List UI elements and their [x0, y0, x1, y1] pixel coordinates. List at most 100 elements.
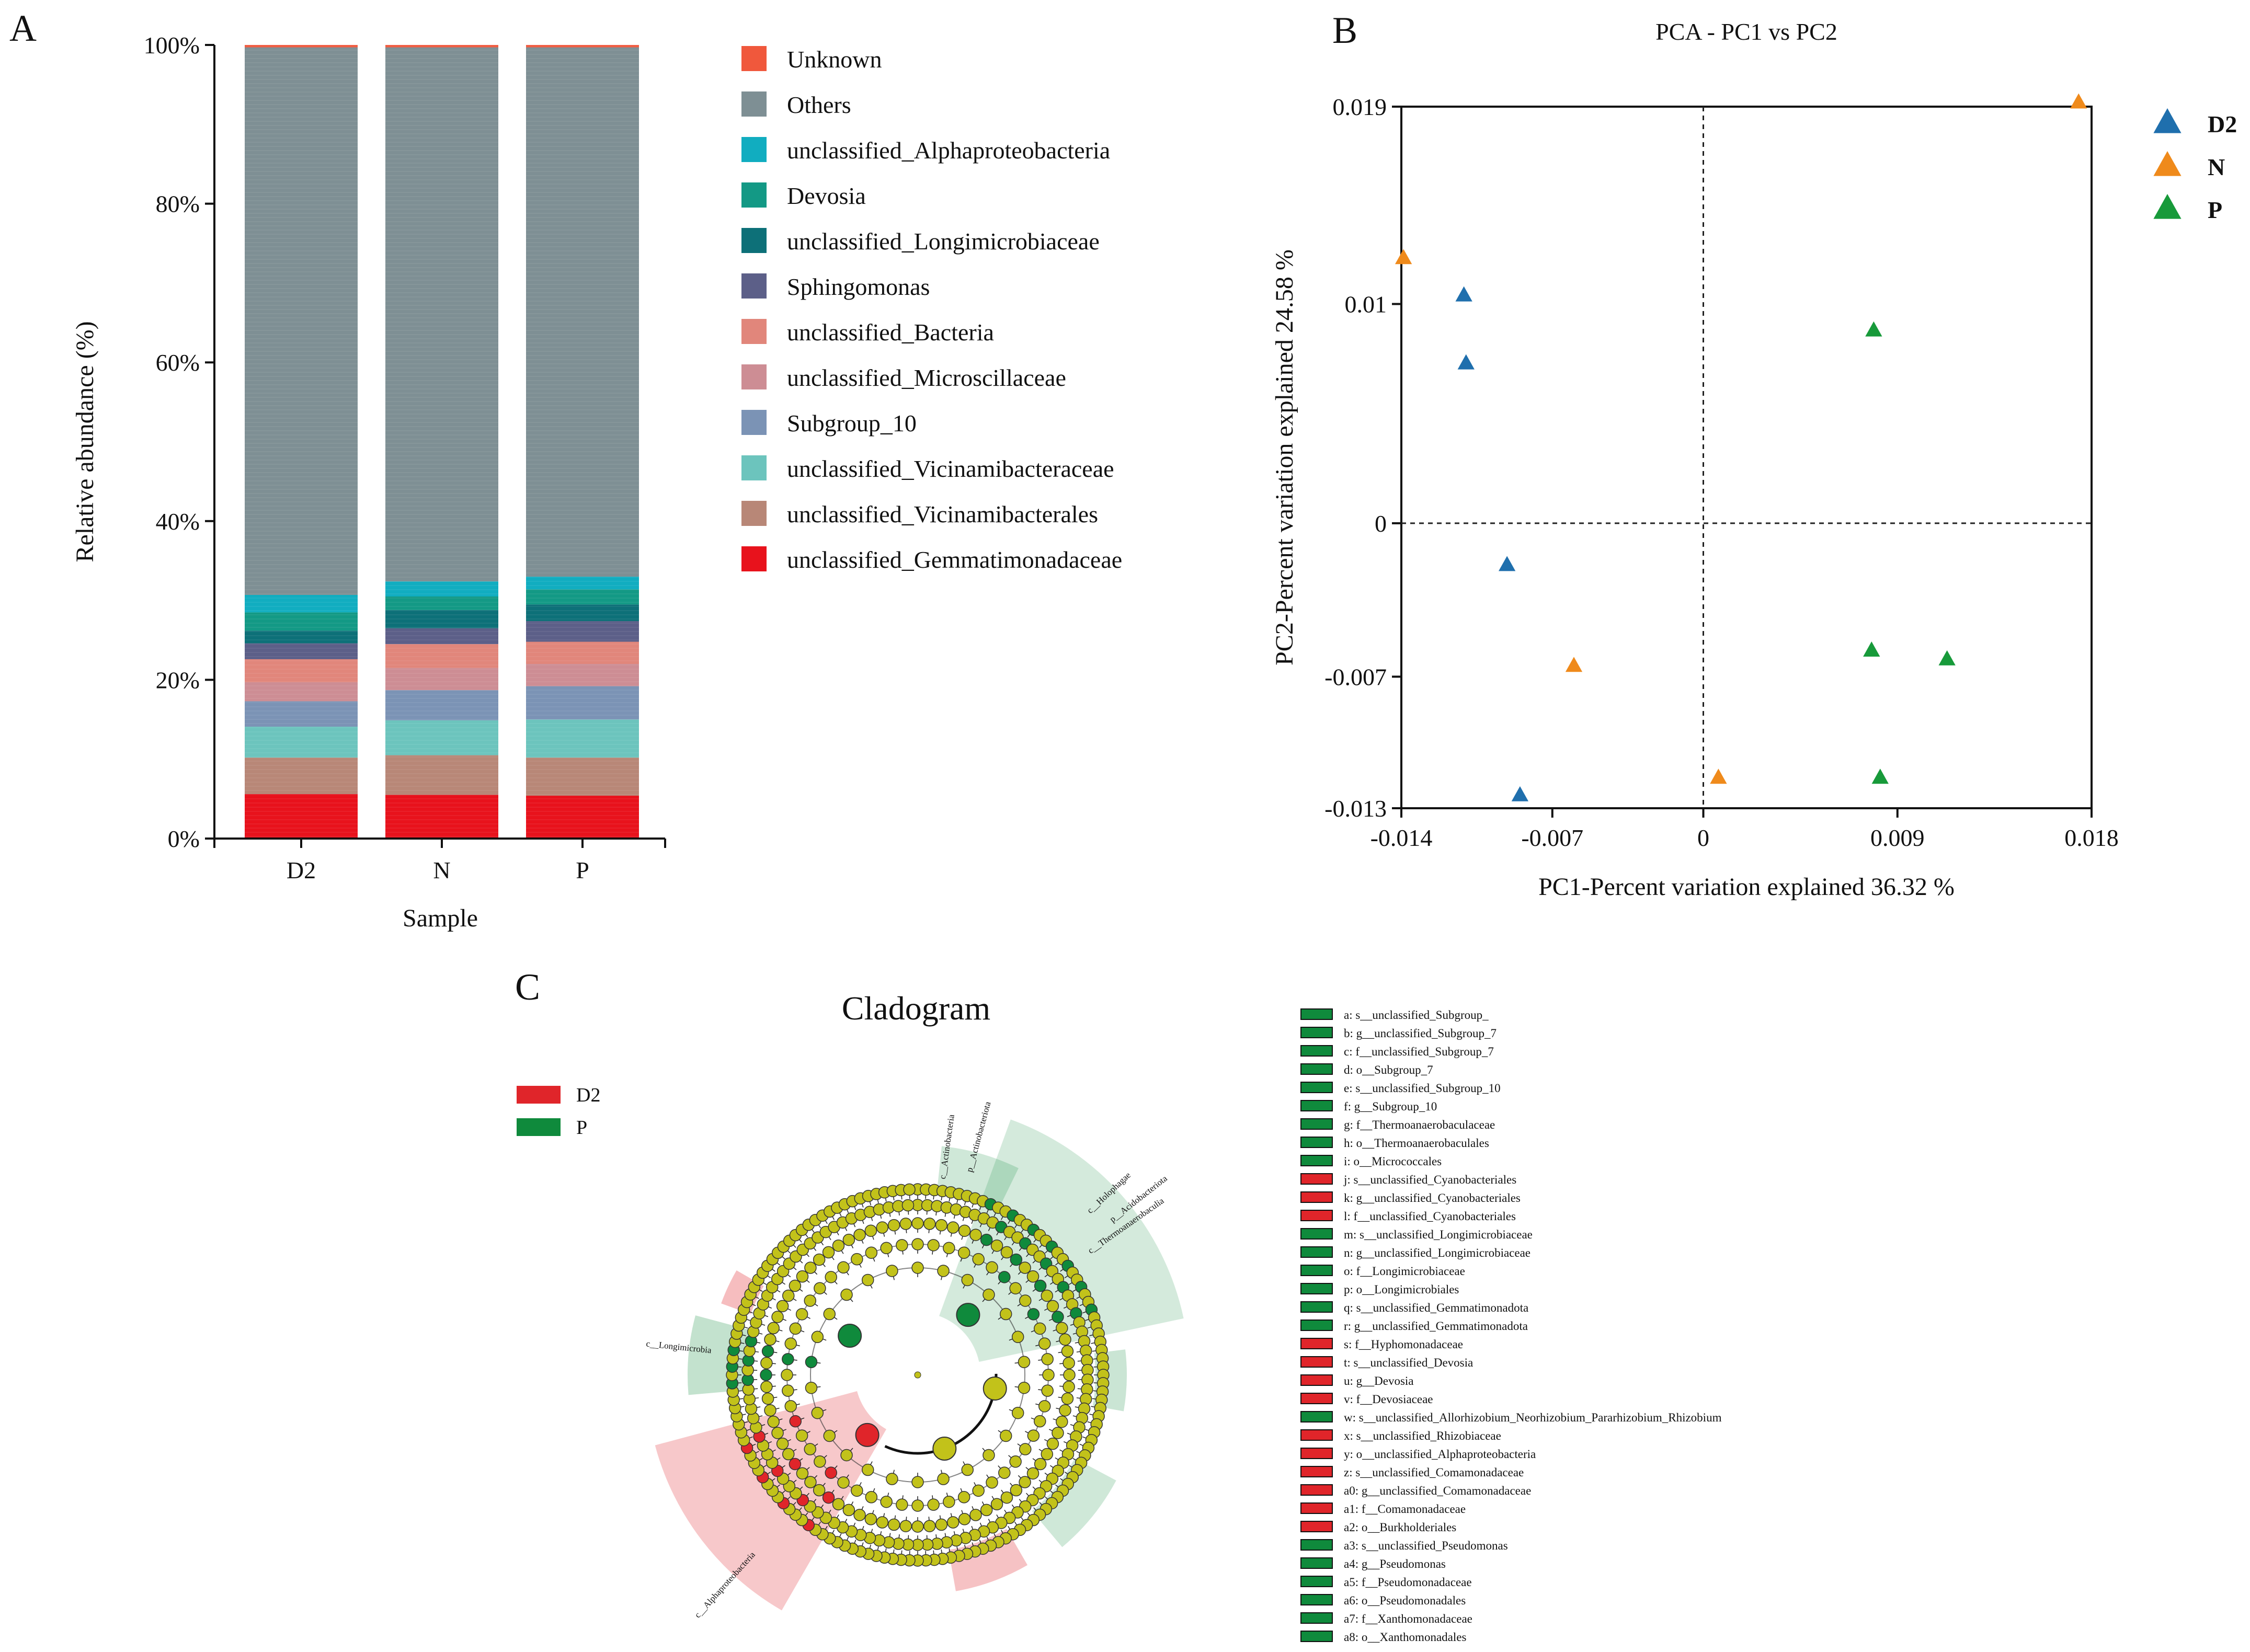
- biomarker-swatch: [1300, 1008, 1333, 1020]
- tree-node: [943, 1495, 955, 1508]
- bar-stack-P: [526, 45, 639, 839]
- group-label-P: P: [576, 1117, 587, 1139]
- x-axis-label: PC1-Percent variation explained 36.32 %: [1538, 873, 1955, 901]
- tree-node: [980, 1233, 993, 1246]
- tree-node: [876, 1516, 889, 1529]
- inner-node: [983, 1376, 1007, 1401]
- tree-node: [1026, 1270, 1040, 1283]
- point-N: [1710, 768, 1727, 784]
- y-tick-label: 100%: [144, 32, 200, 59]
- x-axis-label: Sample: [403, 904, 478, 932]
- tree-node: [832, 1498, 845, 1511]
- tree-node: [911, 1217, 924, 1230]
- y-axis-label: PC2-Percent variation explained 24.58 %: [1271, 249, 1298, 666]
- tree-node: [927, 1498, 940, 1511]
- tree-node: [837, 1476, 850, 1489]
- tree-node: [814, 1455, 826, 1468]
- biomarker-label: r: g__unclassified_Gemmatimonadota: [1344, 1320, 1528, 1333]
- reference-lines: [1401, 107, 2092, 808]
- tree-node: [782, 1353, 794, 1366]
- tree-node: [986, 1476, 998, 1489]
- biomarker-swatch: [1300, 1118, 1333, 1130]
- y-tick-label: 20%: [156, 667, 200, 693]
- group-swatch-D2: [517, 1086, 561, 1104]
- tree-node: [896, 1498, 908, 1511]
- tree-node: [911, 1499, 924, 1512]
- tree-node: [795, 1429, 808, 1442]
- bar-segment: [526, 758, 639, 796]
- biomarker-label: k: g__unclassified_Cyanobacteriales: [1344, 1191, 1521, 1204]
- biomarker-swatch: [1300, 1521, 1333, 1532]
- x-tick-label: D2: [287, 857, 316, 884]
- inner-node: [838, 1324, 862, 1348]
- tree-node: [1061, 1392, 1074, 1405]
- tree-node: [1009, 1455, 1022, 1468]
- tree-node: [899, 1520, 912, 1532]
- biomarker-label: p: o__Longimicrobiales: [1344, 1283, 1459, 1296]
- biomarker-swatch: [1300, 1045, 1333, 1057]
- tree-node: [825, 1466, 837, 1479]
- legend-label: Subgroup_10: [787, 410, 917, 437]
- tree-node: [998, 1466, 1011, 1479]
- legend-label: unclassified_Longimicrobiaceae: [787, 228, 1100, 255]
- chart-title: PCA - PC1 vs PC2: [1655, 18, 1837, 45]
- biomarker-swatch: [1300, 1173, 1333, 1185]
- biomarker-swatch: [1300, 1228, 1333, 1240]
- y-axis-ticks: -0.013 -0.007 0 0.01 0.019: [1324, 94, 1401, 822]
- biomarker-label: z: s__unclassified_Comamonadaceae: [1344, 1466, 1524, 1479]
- biomarker-label: w: s__unclassified_Allorhizobium_Neorhiz…: [1344, 1411, 1722, 1424]
- point-P: [1863, 641, 1880, 657]
- tree-node: [903, 1183, 916, 1196]
- tree-node: [1010, 1484, 1023, 1497]
- bar-segment: [385, 610, 498, 628]
- point-D2: [1498, 556, 1516, 571]
- tree-node: [789, 1322, 802, 1335]
- tree-node: [853, 1509, 866, 1521]
- legend-label: unclassified_Microscillaceae: [787, 364, 1066, 391]
- point-P: [1865, 321, 1882, 337]
- tree-node: [776, 1300, 789, 1313]
- biomarker-swatch: [1300, 1612, 1333, 1624]
- tree-node: [887, 1219, 900, 1232]
- tree-node: [1041, 1384, 1054, 1397]
- bar-segment: [245, 794, 358, 839]
- tree-node: [767, 1322, 780, 1335]
- tree-node: [1018, 1381, 1031, 1394]
- clade-sector-acidobacteriota: [939, 1119, 1184, 1362]
- tree-node: [782, 1384, 794, 1397]
- tree-node: [784, 1337, 797, 1350]
- x-tick-label: -0.007: [1521, 824, 1583, 851]
- tree-node: [958, 1224, 971, 1237]
- biomarker-swatch: [1300, 1576, 1333, 1587]
- tree-node: [927, 1239, 940, 1252]
- biomarker-swatch: [1300, 1320, 1333, 1331]
- scatter-points: [1395, 93, 2087, 801]
- tree-node: [911, 1238, 924, 1251]
- y-tick-label: -0.007: [1324, 663, 1387, 690]
- tree-node: [1000, 1491, 1013, 1504]
- biomarker-label: a0: g__unclassified_Comamonadaceae: [1344, 1484, 1531, 1497]
- legend-swatch: [741, 273, 767, 299]
- tree-node: [781, 1369, 793, 1381]
- tree-node: [1038, 1337, 1051, 1350]
- legend-swatch: [741, 410, 767, 435]
- biomarker-label: a3: s__unclassified_Pseudomonas: [1344, 1539, 1508, 1552]
- tree-node: [840, 1288, 853, 1301]
- tree-node: [876, 1221, 889, 1234]
- tree-node: [999, 1307, 1012, 1321]
- bar-segment: [245, 701, 358, 727]
- biomarker-label: m: s__unclassified_Longimicrobiaceae: [1344, 1228, 1533, 1241]
- tree-node: [767, 1415, 780, 1428]
- legend-swatch: [741, 455, 767, 480]
- root-node: [914, 1371, 921, 1379]
- legend-label: unclassified_Alphaproteobacteria: [787, 137, 1110, 164]
- tree-node: [832, 1239, 845, 1252]
- biomarker-label: i: o__Micrococcales: [1344, 1155, 1442, 1168]
- legend-swatch: [741, 319, 767, 344]
- y-tick-label: 0: [1375, 510, 1387, 537]
- y-tick-label: -0.013: [1324, 795, 1387, 822]
- tree-node: [1059, 1333, 1071, 1346]
- point-P: [1938, 650, 1956, 666]
- tree-node: [825, 1271, 837, 1283]
- tree-node: [771, 1427, 784, 1439]
